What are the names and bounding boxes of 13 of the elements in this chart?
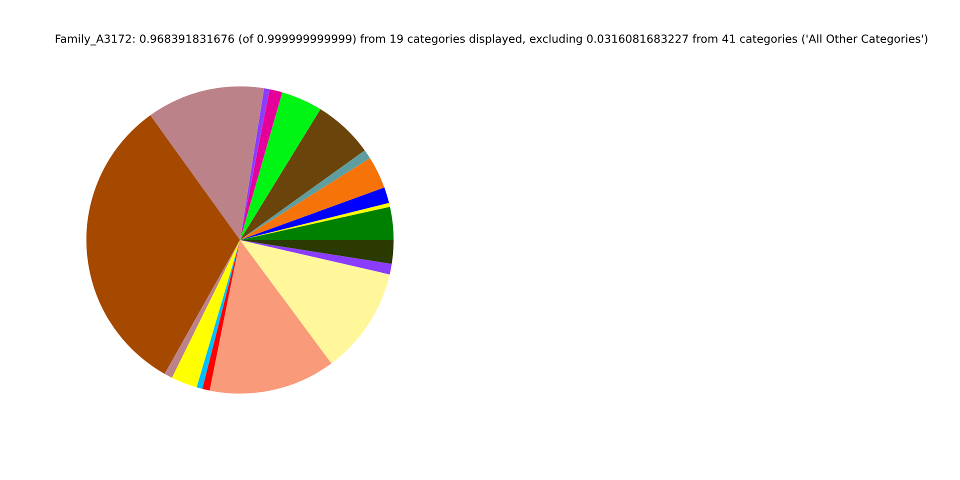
- pie-slice: [150, 86, 264, 240]
- pie-slice: [240, 89, 282, 240]
- text: Family_A3172: 0.968391831676 (of 0.999999999999) from 19 categories displayed, excluding 0.0316081683227 from 41 categories ('All Other Categories'): [56, 34, 928, 46]
- pie-slice: [240, 240, 390, 364]
- pie-slice: [86, 115, 240, 374]
- pie-slice: [240, 150, 370, 240]
- pie-slice: [240, 158, 384, 240]
- pie-slice: [240, 92, 320, 240]
- pie-slice: [240, 240, 392, 274]
- pie-slice: [240, 187, 390, 240]
- pie-slice: [210, 240, 332, 394]
- pie-slice: [240, 109, 365, 240]
- pie-slice: [240, 240, 394, 264]
